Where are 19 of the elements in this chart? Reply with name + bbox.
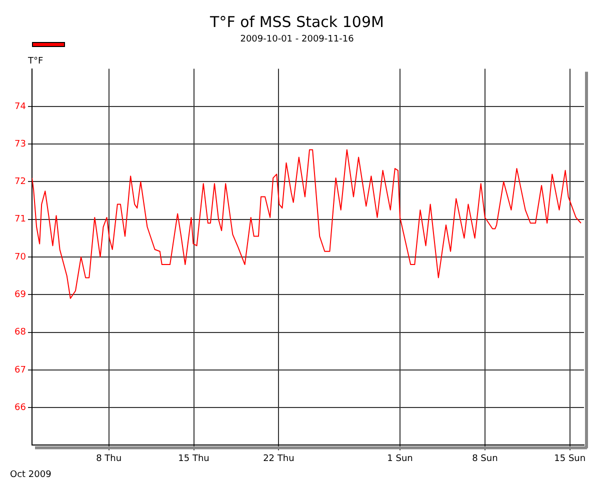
chart-subtitle: 2009-10-01 - 2009-11-16 [240,34,354,45]
y-tick-label: 67 [14,365,26,376]
y-tick-label: 71 [14,214,26,225]
x-tick-label: 15 Thu [178,454,210,464]
text: Oct 2009 [10,470,52,480]
y-tick-label: 72 [14,177,26,188]
x-tick-label: 8 Thu [96,454,122,464]
chart-title: T°F of MSS Stack 109M [209,12,384,31]
y-tick-label: 69 [14,290,26,300]
x-tick-label: 1 Sun [387,454,413,464]
y-tick-label: 68 [14,328,26,338]
y-axis-title: T°F [27,56,44,67]
y-tick-label: 66 [14,402,26,413]
y-tick-label: 70 [14,252,26,262]
x-tick-label: 8 Sun [472,454,498,464]
x-tick-label: 15 Sun [554,454,586,464]
y-tick-label: 73 [14,139,26,150]
x-tick-label: 22 Thu [263,454,294,464]
y-tick-label: 74 [14,102,26,112]
